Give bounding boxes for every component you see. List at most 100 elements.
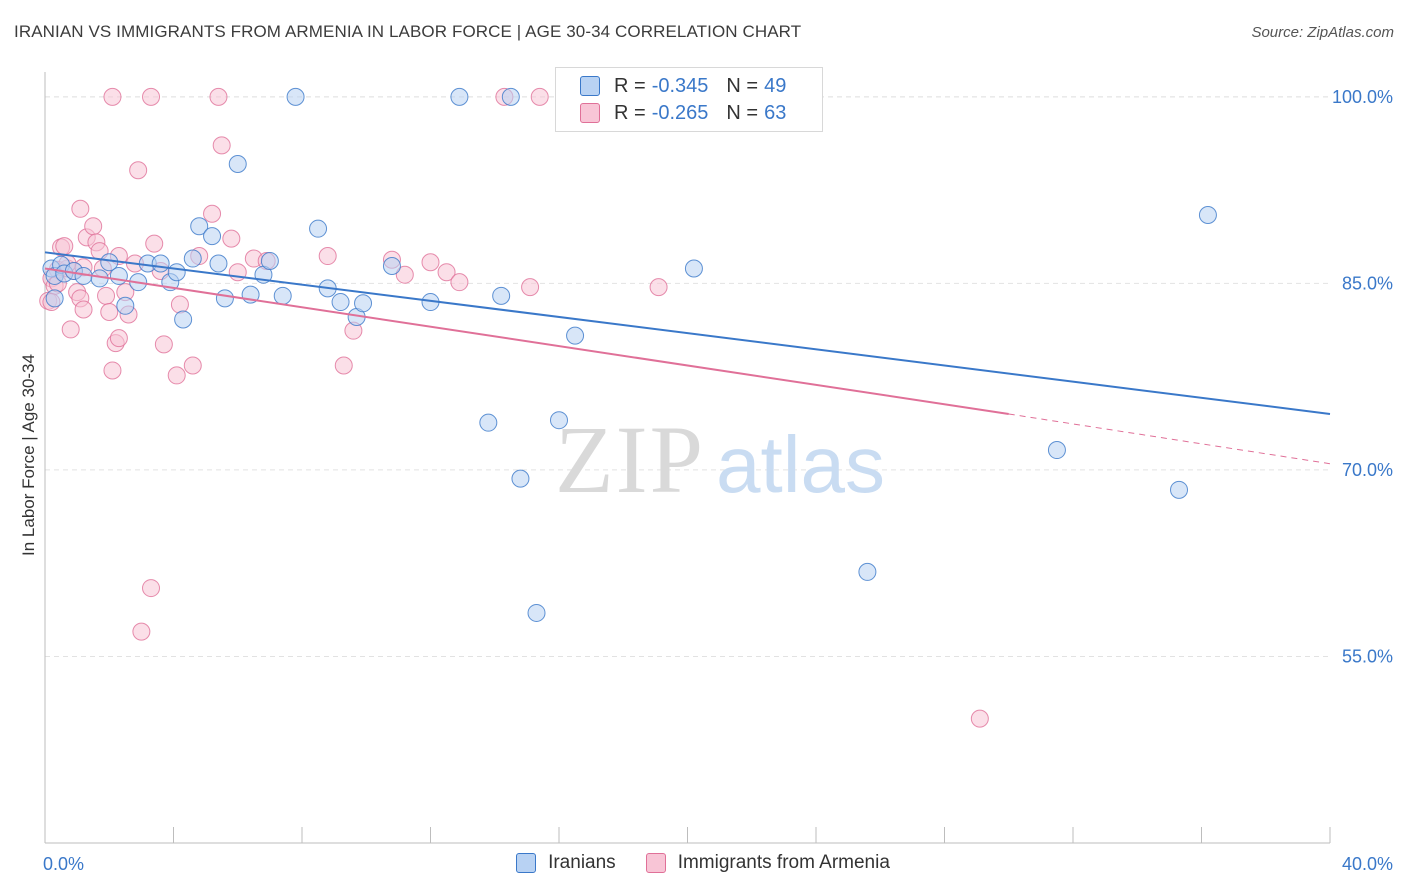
armenia-point [55,237,74,256]
iranian-point [501,87,520,106]
armenia-point [145,234,164,253]
armenia-point [142,87,161,106]
armenia-point [521,278,540,297]
series-legend: Iranians Immigrants from Armenia [0,852,1406,874]
stats-legend: R = -0.345 N = 49 R = -0.265 N = 63 [555,67,823,132]
armenia-point [970,709,989,728]
iranian-point [109,266,128,285]
trend-lines [44,251,1331,465]
legend-r-label: R = [614,101,646,124]
iranian-point [566,326,585,345]
armenia-point [109,329,128,348]
series-iranians-points [42,87,1217,622]
armenia-point [421,253,440,272]
armenia-point [203,204,222,223]
iranian-point [209,254,228,273]
y-axis-label: In Labor Force | Age 30-34 [19,354,38,556]
legend-n-label: N = [726,101,759,124]
armenia-point [530,87,549,106]
armenia-point [167,366,186,385]
armenia-point [183,356,202,375]
legend-r-label: R = [614,74,646,97]
trend-armenia [44,267,1009,415]
iranian-point [1047,441,1066,460]
armenia-point [154,335,173,354]
iranian-point [309,219,328,238]
legend-item-iranians[interactable]: Iranians [516,852,616,874]
armenia-point [649,278,668,297]
armenia-point [395,265,414,284]
y-tick-label: 55.0% [1342,646,1393,666]
iranian-point [286,87,305,106]
axes [44,72,1331,844]
legend-swatch-pink [580,103,600,123]
x-tick-label-max: 40.0% [1342,854,1393,874]
iranian-point [479,413,498,432]
chart-title: IRANIAN VS IMMIGRANTS FROM ARMENIA IN LA… [14,22,802,41]
iranian-point [511,469,530,488]
legend-swatch-blue [516,853,537,873]
source-credit: Source: ZipAtlas.com [1251,24,1394,41]
y-tick-label: 85.0% [1342,273,1393,293]
armenia-point [84,217,103,236]
iranian-point [260,252,279,271]
iranian-point [45,289,64,308]
iranian-point [331,293,350,312]
iranian-point [215,289,234,308]
armenia-point [103,87,122,106]
legend-r-value: -0.345 [651,74,709,97]
legend-swatch-blue [580,76,600,96]
y-tick-label: 100.0% [1332,87,1393,107]
iranian-point [858,562,877,581]
x-tick-labels: 0.0% 40.0% [43,854,1393,874]
iranian-point [183,249,202,268]
legend-n-value: 49 [764,74,787,97]
iranian-point [174,310,193,329]
armenia-point [71,199,90,218]
watermark-zip: ZIP [555,406,705,513]
armenia-point [129,161,148,180]
y-tick-label: 70.0% [1342,460,1393,480]
iranian-point [190,217,209,236]
y-tick-labels: 55.0% 70.0% 85.0% 100.0% [1332,87,1393,667]
iranian-point [116,296,135,315]
grid-lines [45,96,1330,657]
armenia-point [142,579,161,598]
armenia-point [61,320,80,339]
iranian-point [527,603,546,622]
armenia-point [318,247,337,266]
legend-label-armenia: Immigrants from Armenia [677,852,890,873]
armenia-point [103,361,122,380]
trend-iranians [44,251,1331,415]
iranian-point [273,286,292,305]
legend-row-armenia: R = -0.265 N = 63 [580,101,786,125]
armenia-point [334,356,353,375]
iranian-point [203,227,222,246]
x-tick-label-min: 0.0% [43,854,84,874]
iranian-point [167,263,186,282]
iranian-point [550,411,568,430]
iranian-point [382,256,401,275]
legend-label-iranians: Iranians [548,852,616,873]
armenia-point [450,273,469,292]
armenia-point [74,300,93,319]
legend-item-armenia[interactable]: Immigrants from Armenia [645,852,890,874]
iranian-point [151,254,170,273]
legend-r-value: -0.265 [651,101,709,124]
iranian-point [1170,480,1189,499]
iranian-point [450,87,469,106]
watermark-atlas: atlas [716,420,885,509]
armenia-point [100,303,119,322]
legend-n-value: 63 [764,101,787,124]
series-armenia-points [39,87,989,728]
armenia-point [97,286,116,305]
iranian-point [492,286,511,305]
legend-row-iranians: R = -0.345 N = 49 [580,74,786,98]
armenia-point [170,295,189,314]
legend-n-label: N = [726,74,759,97]
armenia-point [212,136,231,155]
armenia-point [222,229,241,248]
iranian-point [1198,206,1217,225]
armenia-point [132,622,151,641]
